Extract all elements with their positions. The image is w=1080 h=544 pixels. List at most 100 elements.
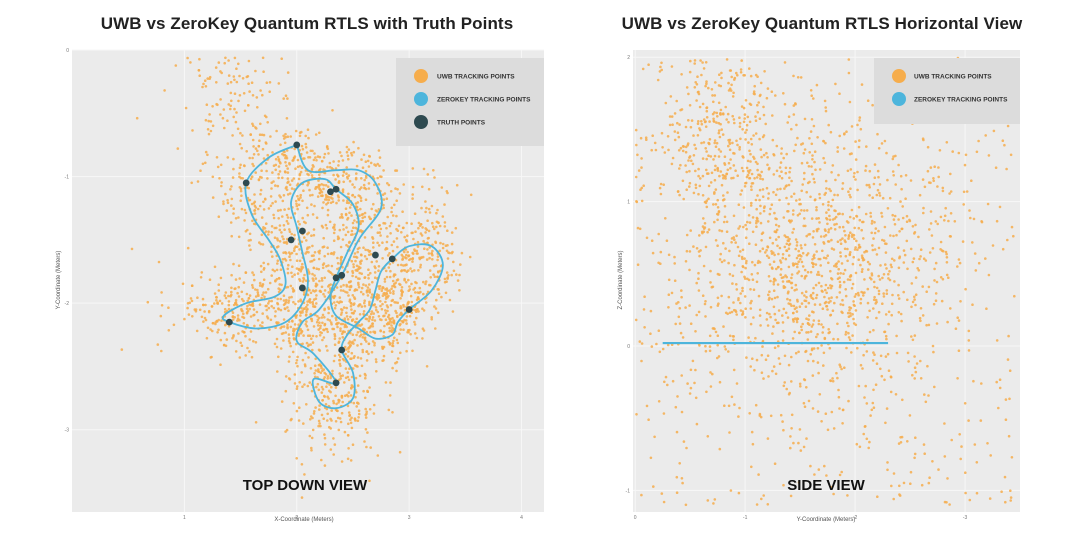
- uwb-point: [741, 128, 744, 131]
- uwb-point: [243, 109, 247, 113]
- uwb-point: [832, 427, 836, 430]
- uwb-point: [830, 410, 834, 414]
- uwb-point: [217, 283, 220, 287]
- uwb-point: [326, 147, 330, 151]
- uwb-point: [379, 227, 383, 231]
- uwb-point: [293, 373, 297, 376]
- uwb-point: [975, 491, 979, 495]
- uwb-point: [805, 253, 809, 257]
- uwb-point: [188, 301, 192, 305]
- uwb-point: [772, 325, 775, 328]
- uwb-point: [322, 336, 326, 339]
- uwb-point: [811, 236, 815, 239]
- uwb-point: [329, 321, 333, 324]
- uwb-point: [850, 287, 854, 290]
- uwb-point: [711, 112, 715, 116]
- legend-swatch-zerokey: [414, 92, 428, 106]
- uwb-point: [818, 168, 822, 171]
- uwb-point: [411, 260, 414, 263]
- uwb-point: [919, 248, 923, 251]
- uwb-point: [339, 329, 342, 333]
- uwb-point: [354, 269, 358, 272]
- uwb-point: [758, 314, 762, 317]
- uwb-point: [724, 348, 727, 351]
- uwb-point: [703, 302, 707, 306]
- uwb-point: [351, 443, 355, 447]
- uwb-point: [815, 335, 818, 339]
- uwb-point: [886, 468, 889, 472]
- uwb-point: [728, 141, 731, 144]
- uwb-point: [319, 326, 322, 330]
- uwb-point: [784, 257, 788, 261]
- uwb-point: [929, 222, 933, 225]
- uwb-point: [653, 435, 656, 439]
- uwb-point: [248, 90, 251, 93]
- uwb-point: [327, 311, 330, 315]
- uwb-point: [872, 307, 875, 310]
- uwb-point: [705, 199, 709, 202]
- truth-point: [332, 274, 340, 282]
- uwb-point: [899, 436, 902, 439]
- uwb-point: [712, 502, 715, 505]
- uwb-point: [817, 322, 821, 326]
- uwb-point: [261, 321, 264, 324]
- uwb-point: [338, 362, 342, 366]
- uwb-point: [874, 227, 878, 230]
- uwb-point: [803, 217, 806, 220]
- uwb-point: [227, 103, 230, 106]
- uwb-point: [313, 204, 316, 208]
- uwb-point: [856, 346, 859, 350]
- uwb-point: [323, 395, 327, 398]
- uwb-point: [939, 248, 942, 251]
- uwb-point: [776, 244, 779, 248]
- uwb-point: [688, 304, 691, 307]
- uwb-point: [887, 310, 891, 314]
- uwb-point: [341, 188, 345, 191]
- uwb-point: [458, 273, 461, 277]
- uwb-point: [704, 84, 707, 88]
- uwb-point: [806, 321, 810, 325]
- uwb-point: [319, 371, 323, 375]
- uwb-point: [780, 276, 784, 280]
- uwb-point: [285, 149, 289, 152]
- uwb-point: [753, 157, 756, 160]
- uwb-point: [254, 288, 257, 291]
- uwb-point: [350, 259, 354, 263]
- uwb-point: [363, 338, 367, 342]
- uwb-point: [436, 270, 440, 273]
- uwb-point: [342, 180, 346, 184]
- uwb-point: [705, 168, 708, 172]
- uwb-point: [181, 282, 185, 286]
- uwb-point: [790, 355, 793, 359]
- uwb-point: [386, 215, 390, 219]
- uwb-point: [337, 353, 341, 357]
- uwb-point: [786, 291, 790, 295]
- uwb-point: [778, 166, 782, 169]
- uwb-point: [988, 497, 992, 500]
- uwb-point: [344, 352, 347, 356]
- uwb-point: [945, 252, 948, 256]
- uwb-point: [861, 367, 864, 370]
- uwb-point: [792, 113, 796, 116]
- uwb-point: [732, 301, 735, 304]
- uwb-point: [333, 223, 336, 227]
- uwb-point: [798, 202, 801, 206]
- uwb-point: [1010, 456, 1014, 459]
- uwb-point: [410, 270, 414, 273]
- uwb-point: [223, 294, 227, 297]
- uwb-point: [311, 348, 314, 352]
- uwb-point: [353, 186, 356, 189]
- truth-point: [338, 346, 346, 354]
- uwb-point: [318, 321, 321, 325]
- uwb-point: [244, 354, 247, 357]
- uwb-point: [443, 277, 447, 281]
- uwb-point: [953, 220, 957, 223]
- uwb-point: [738, 121, 742, 125]
- uwb-point: [848, 253, 852, 257]
- uwb-point: [361, 348, 365, 352]
- uwb-point: [320, 458, 323, 462]
- uwb-point: [972, 217, 976, 221]
- uwb-point: [800, 189, 803, 193]
- uwb-point: [781, 256, 785, 260]
- uwb-point: [847, 235, 851, 238]
